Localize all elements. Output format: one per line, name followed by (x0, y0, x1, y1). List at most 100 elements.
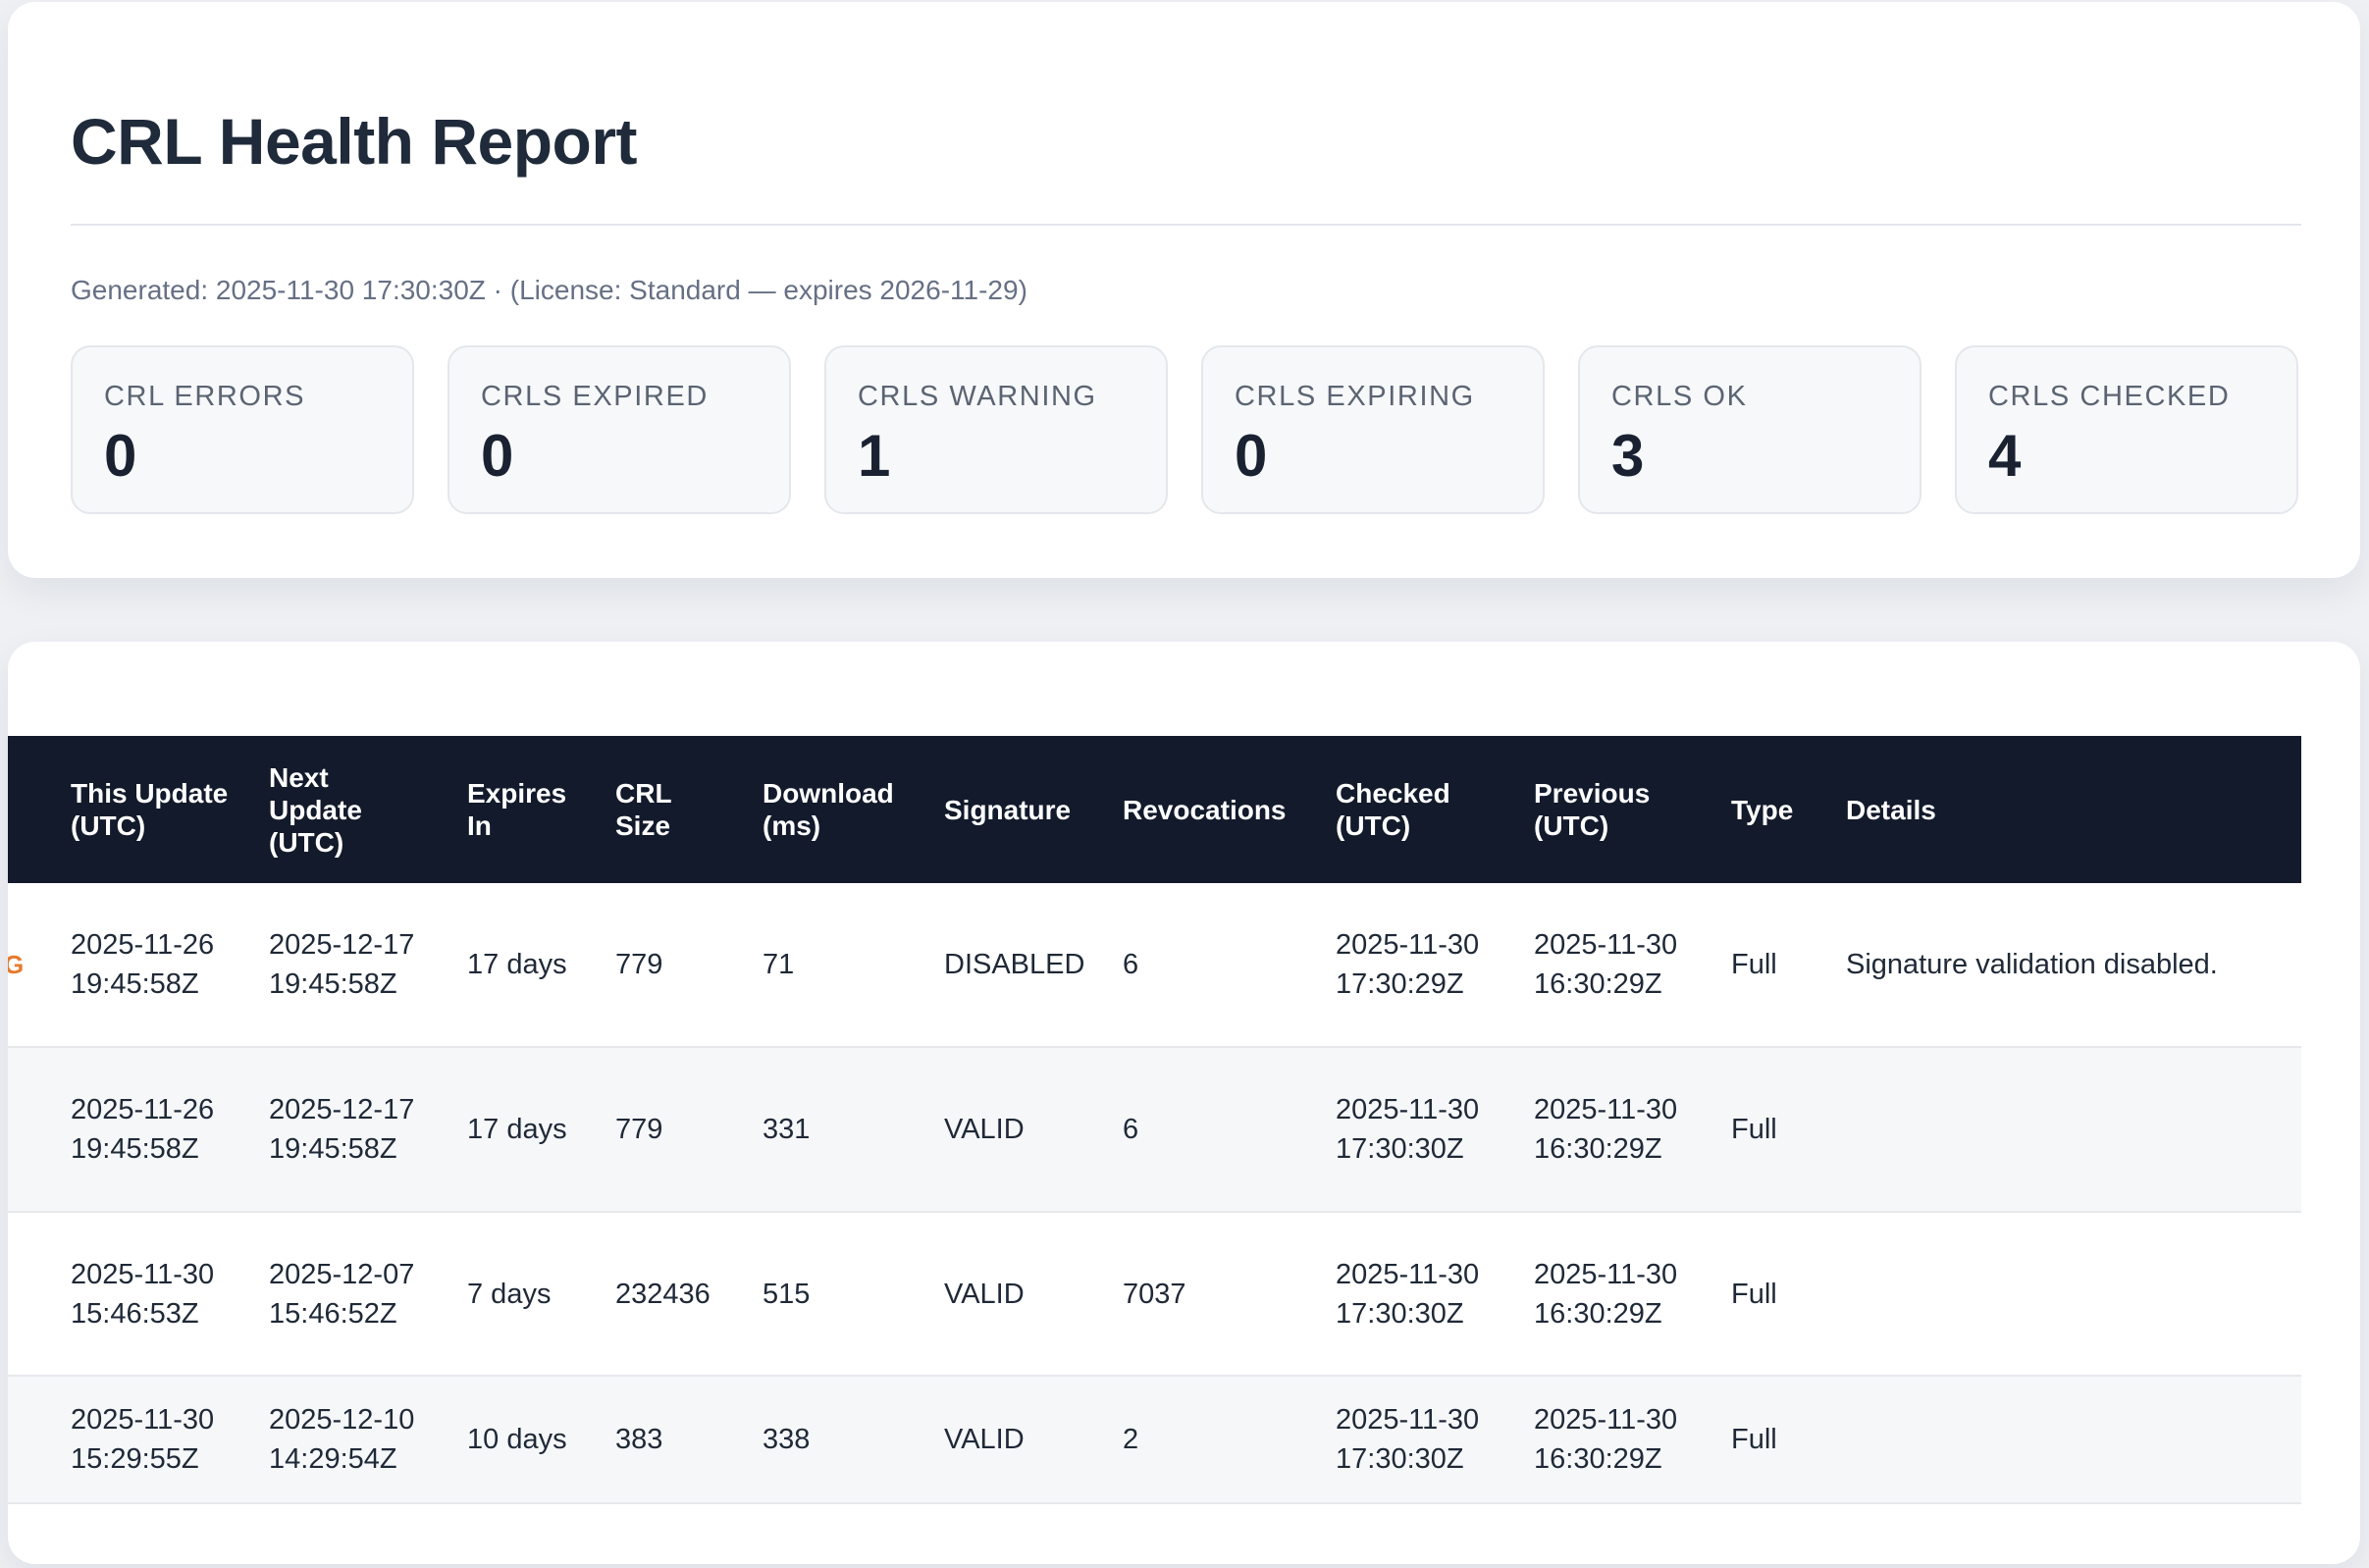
cell-this-update: 2025-11-26 19:45:58Z (71, 1047, 269, 1213)
cell-signature: VALID (944, 1212, 1123, 1377)
cell-expires-in: 17 days (467, 1047, 615, 1213)
cell-previous: 2025-11-30 16:30:29Z (1534, 1212, 1731, 1377)
stat-crls-expired: CRLS EXPIRED 0 (447, 345, 791, 514)
row-flag-cell: G (8, 883, 71, 1048)
cell-checked: 2025-11-30 17:30:30Z (1336, 1212, 1534, 1377)
cell-revocations: 2 (1123, 1376, 1336, 1504)
time-text: 16:30:29Z (1534, 968, 1662, 1000)
table-row[interactable]: 2025-11-30 15:29:55Z 2025-12-10 14:29:54Z … (8, 1376, 2301, 1504)
table-row[interactable]: 2025-11-26 19:45:58Z 2025-12-17 19:45:58Z … (8, 1047, 2301, 1213)
cell-previous: 2025-11-30 16:30:29Z (1534, 883, 1731, 1048)
time-text: 14:29:54Z (269, 1443, 397, 1475)
cell-download: 71 (763, 883, 944, 1048)
date-text: 2025-12-17 (269, 929, 415, 961)
time-text: 19:45:58Z (71, 1133, 199, 1165)
date-text: 2025-12-10 (269, 1404, 415, 1436)
time-text: 19:45:58Z (269, 968, 397, 1000)
crl-table: This Update (UTC) Next Update (UTC) Expi… (8, 736, 2301, 1504)
warning-flag: G (8, 950, 25, 979)
date-text: 2025-11-30 (1336, 1094, 1480, 1125)
time-text: 17:30:30Z (1336, 1443, 1464, 1475)
date-text: 2025-11-30 (1534, 929, 1678, 961)
time-text: 17:30:29Z (1336, 968, 1464, 1000)
stat-label: CRLS CHECKED (1988, 381, 2231, 412)
cell-checked: 2025-11-30 17:30:30Z (1336, 1047, 1534, 1213)
stat-crl-errors: CRL ERRORS 0 (71, 345, 414, 514)
time-text: 17:30:30Z (1336, 1297, 1464, 1330)
date-text: 2025-12-17 (269, 1094, 415, 1125)
cell-expires-in: 10 days (467, 1376, 615, 1504)
cell-download: 515 (763, 1212, 944, 1377)
date-text: 2025-11-30 (1336, 1258, 1480, 1290)
crl-table-card: This Update (UTC) Next Update (UTC) Expi… (8, 642, 2360, 1564)
stat-crls-warning: CRLS WARNING 1 (824, 345, 1168, 514)
cell-this-update: 2025-11-26 19:45:58Z (71, 883, 269, 1048)
cell-next-update: 2025-12-10 14:29:54Z (269, 1376, 467, 1504)
summary-card: CRL Health Report Generated: 2025-11-30 … (8, 2, 2360, 578)
table-row[interactable]: 2025-11-30 15:46:53Z 2025-12-07 15:46:52Z … (8, 1212, 2301, 1377)
cell-crl-size: 383 (615, 1376, 763, 1504)
cell-previous: 2025-11-30 16:30:29Z (1534, 1047, 1731, 1213)
page-title: CRL Health Report (71, 105, 638, 178)
date-text: 2025-11-30 (1534, 1258, 1678, 1290)
cell-details: Signature validation disabled. (1846, 883, 2301, 1048)
generated-info: Generated: 2025-11-30 17:30:30Z · (Licen… (71, 275, 1027, 305)
stat-value: 3 (1611, 423, 1645, 489)
cell-next-update: 2025-12-17 19:45:58Z (269, 1047, 467, 1213)
cell-revocations: 6 (1123, 1047, 1336, 1213)
cell-previous: 2025-11-30 16:30:29Z (1534, 1376, 1731, 1504)
date-text: 2025-11-26 (71, 1094, 215, 1125)
date-text: 2025-11-30 (1336, 1404, 1480, 1436)
column-header-expires-in[interactable]: Expires In (467, 778, 567, 841)
cell-details (1846, 1047, 2301, 1213)
column-header-next-update[interactable]: Next Update (UTC) (269, 761, 362, 858)
table-row[interactable]: G 2025-11-26 19:45:58Z 2025-12-17 19:45:58… (8, 883, 2301, 1048)
time-text: 15:46:53Z (71, 1297, 199, 1330)
column-header-previous[interactable]: Previous (UTC) (1534, 778, 1651, 841)
column-header-this-update[interactable]: This Update (UTC) (71, 778, 229, 841)
column-header-type[interactable]: Type (1731, 794, 1794, 825)
cell-revocations: 6 (1123, 883, 1336, 1048)
stat-label: CRLS WARNING (858, 381, 1097, 412)
stat-crls-checked: CRLS CHECKED 4 (1955, 345, 2298, 514)
column-header-flag (8, 736, 71, 883)
cell-revocations: 7037 (1123, 1212, 1336, 1377)
stat-value: 0 (1235, 423, 1268, 489)
cell-crl-size: 779 (615, 1047, 763, 1213)
title-divider (71, 224, 2301, 226)
cell-type: Full (1731, 1047, 1846, 1213)
cell-signature: VALID (944, 1047, 1123, 1213)
cell-next-update: 2025-12-07 15:46:52Z (269, 1212, 467, 1377)
cell-checked: 2025-11-30 17:30:30Z (1336, 1376, 1534, 1504)
column-header-revocations[interactable]: Revocations (1123, 794, 1287, 825)
column-header-crl-size[interactable]: CRL Size (615, 778, 672, 841)
row-flag-cell (8, 1376, 71, 1504)
row-flag-cell (8, 1047, 71, 1213)
stat-label: CRLS OK (1611, 381, 1748, 412)
stat-crls-expiring: CRLS EXPIRING 0 (1201, 345, 1545, 514)
date-text: 2025-11-30 (1534, 1404, 1678, 1436)
column-header-details[interactable]: Details (1846, 794, 1936, 825)
cell-download: 331 (763, 1047, 944, 1213)
column-header-download[interactable]: Download (ms) (763, 778, 894, 841)
time-text: 19:45:58Z (71, 968, 199, 1000)
cell-expires-in: 17 days (467, 883, 615, 1048)
cell-this-update: 2025-11-30 15:46:53Z (71, 1212, 269, 1377)
cell-type: Full (1731, 1212, 1846, 1377)
column-header-checked[interactable]: Checked (UTC) (1336, 778, 1450, 841)
time-text: 15:29:55Z (71, 1443, 199, 1475)
cell-this-update: 2025-11-30 15:29:55Z (71, 1376, 269, 1504)
date-text: 2025-11-30 (1336, 929, 1480, 961)
column-header-signature[interactable]: Signature (944, 794, 1072, 825)
cell-type: Full (1731, 1376, 1846, 1504)
time-text: 15:46:52Z (269, 1297, 397, 1330)
cell-details (1846, 1376, 2301, 1504)
stat-crls-ok: CRLS OK 3 (1578, 345, 1922, 514)
date-text: 2025-11-26 (71, 929, 215, 961)
date-text: 2025-11-30 (71, 1404, 215, 1436)
date-text: 2025-11-30 (1534, 1094, 1678, 1125)
cell-download: 338 (763, 1376, 944, 1504)
stat-label: CRL ERRORS (104, 381, 306, 412)
date-text: 2025-12-07 (269, 1258, 415, 1290)
cell-signature: VALID (944, 1376, 1123, 1504)
